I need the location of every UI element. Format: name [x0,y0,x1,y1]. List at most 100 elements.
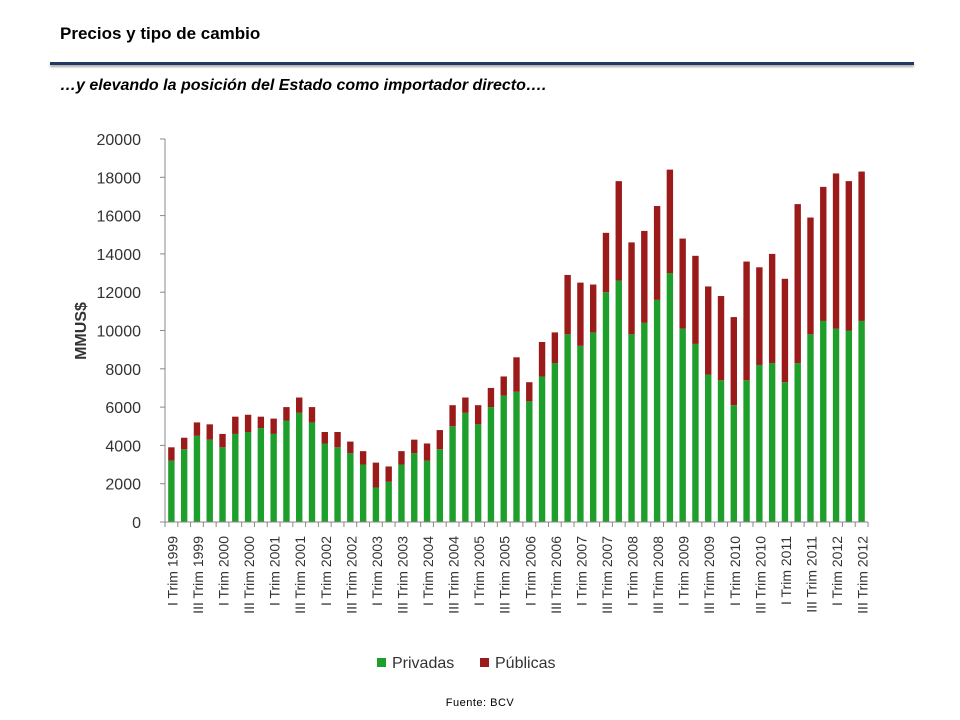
bar-privadas [705,374,712,522]
x-tick-label: I Trim 2007 [573,536,589,606]
title-divider [50,62,914,65]
bar-publicas [564,274,571,335]
bar-publicas [653,206,661,300]
bar-privadas [257,428,265,522]
bar-privadas [462,412,469,522]
bar-publicas [398,451,405,465]
bar-privadas [513,391,520,522]
bar-privadas [538,376,546,522]
bar-publicas [717,296,725,381]
y-tick-label: 8000 [105,362,141,379]
x-tick-label: III Trim 2009 [701,536,717,614]
bar-privadas [206,439,213,522]
y-tick-label: 14000 [97,247,142,264]
bar-privadas [411,453,418,522]
y-tick-label: 18000 [97,170,142,187]
bar-publicas [449,405,456,427]
bar-privadas [666,273,674,522]
bar-privadas [628,334,635,522]
bar-privadas [551,363,559,522]
bar-publicas [411,439,418,454]
bar-publicas [359,451,367,465]
bar-publicas [500,376,507,396]
bar-publicas [180,437,188,450]
bar-privadas [359,464,367,522]
bar-publicas [232,416,239,434]
bar-privadas [743,380,750,522]
bar-privadas [845,330,853,522]
bar-publicas [423,443,431,461]
bar-group [168,169,865,522]
bar-publicas [794,204,801,364]
bar-publicas [244,414,252,432]
bar-publicas [283,407,290,421]
legend-label-publicas: Públicas [495,655,555,672]
x-tick-label: III Trim 2012 [855,536,871,614]
bar-privadas [641,322,648,522]
bar-privadas [180,449,188,522]
bar-privadas [653,299,661,522]
bar-privadas [283,420,290,522]
x-tick-label: III Trim 1999 [190,536,206,614]
bar-publicas [820,186,827,321]
bar-publicas [628,242,635,335]
bar-privadas [858,320,865,522]
bar-publicas [743,261,750,381]
bar-publicas [219,433,226,448]
x-tick-label: I Trim 2011 [778,536,794,605]
bar-privadas [679,328,686,522]
bar-publicas [615,181,622,281]
bar-privadas [193,435,201,522]
bar-publicas [347,441,354,454]
bar-privadas [807,334,814,522]
bar-privadas [244,431,252,522]
x-tick-label: III Trim 2005 [497,536,513,614]
x-axis: I Trim 1999 III Trim 1999 I Trim 2000 III T… [164,521,871,614]
bar-privadas [602,292,610,522]
bar-privadas [436,449,444,522]
bar-privadas [577,345,584,522]
y-tick-label: 4000 [105,438,141,455]
y-tick-label: 12000 [97,285,142,302]
slide-subtitle: …y elevando la posición del Estado como … [60,77,547,94]
bar-publicas [474,405,482,425]
bar-publicas [385,466,392,482]
y-tick-label: 6000 [105,400,141,417]
bar-privadas [730,405,737,522]
bar-publicas [321,431,328,444]
bar-privadas [296,412,303,522]
bar-publicas [206,424,213,440]
y-tick-label: 2000 [105,477,141,494]
bar-privadas [308,422,316,522]
bar-privadas [487,407,495,522]
bar-publicas [589,284,597,333]
bar-privadas [270,433,277,522]
bar-privadas [768,363,776,522]
bar-privadas [398,464,405,522]
bar-publicas [641,230,648,323]
x-tick-label: III Trim 2011 [803,536,819,613]
bar-publicas [551,332,559,364]
x-tick-label: III Trim 2003 [394,536,410,614]
x-tick-label: I Trim 2010 [727,536,743,606]
bar-privadas [794,363,801,522]
bar-publicas [577,282,584,346]
legend-swatch-privadas [377,658,386,667]
bar-publicas [193,422,201,436]
bar-privadas [423,460,431,522]
bar-privadas [321,443,328,522]
bar-privadas [692,343,699,522]
x-tick-label: I Trim 2004 [420,536,436,606]
bar-publicas [666,169,674,274]
bar-publicas [756,267,763,365]
bar-privadas [474,424,482,522]
x-tick-label: III Trim 2007 [599,536,615,614]
x-tick-label: I Trim 2008 [625,536,641,606]
x-tick-label: I Trim 2000 [216,536,232,606]
bar-privadas [717,380,725,522]
bar-privadas [589,332,597,522]
x-tick-label: III Trim 2008 [650,536,666,614]
bar-publicas [858,171,865,321]
bar-publicas [692,255,699,344]
bar-privadas [334,447,341,522]
